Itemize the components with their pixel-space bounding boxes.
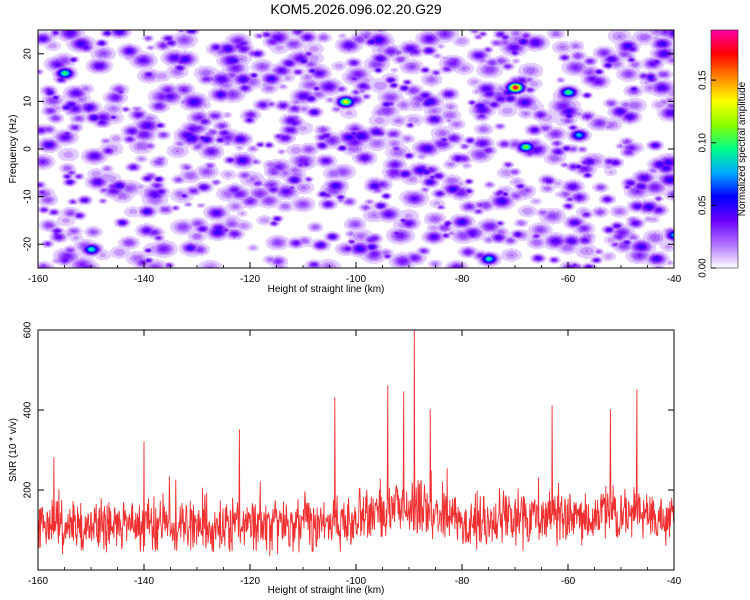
colorbar-tick-label: 0.05 <box>698 195 709 215</box>
y-tick-label: 400 <box>23 401 34 418</box>
heatmap-hotspot-5 <box>89 247 93 251</box>
heatmap-hotspot-0 <box>513 85 517 89</box>
snr-x-ticks: -160 -140 -120 -100 -80 -60 -40 <box>28 330 682 587</box>
colorbar-tick-label: 0.15 <box>698 70 709 90</box>
y-tick-label: 600 <box>23 321 34 338</box>
snr-peak-3 <box>403 391 405 393</box>
x-tick-label: -40 <box>667 274 682 285</box>
colorbar-tick-label: 0.10 <box>698 133 709 153</box>
colorbar-label: Normalized spectral amplitude <box>737 81 748 216</box>
figure-title: KOM5.2026.096.02.20.G29 <box>270 1 441 17</box>
heatmap-image <box>38 30 674 268</box>
colorbar-gradient <box>710 29 739 269</box>
x-tick-label: -140 <box>134 274 154 285</box>
snr-y-ticks: 200 400 600 <box>23 321 674 498</box>
heatmap-hotspot-1 <box>343 99 347 103</box>
snr-x-axis-label: Height of straight line (km) <box>268 585 385 596</box>
snr-peak-6 <box>551 405 553 407</box>
heatmap-hotspot-7 <box>577 133 581 137</box>
snr-peak-1 <box>387 385 389 387</box>
y-tick-label: -10 <box>23 189 34 204</box>
x-tick-label: -160 <box>28 576 48 587</box>
snr-peak-9 <box>143 441 145 443</box>
heatmap-hotspot-2 <box>524 145 528 149</box>
x-tick-label: -140 <box>134 576 154 587</box>
colorbar-tick-label: 0.00 <box>698 258 709 278</box>
snr-peak-10 <box>53 457 55 459</box>
heatmap-x-axis-label: Height of straight line (km) <box>268 284 385 295</box>
snr-peak-5 <box>636 389 638 391</box>
y-tick-label: 10 <box>23 95 34 107</box>
heatmap-y-ticks: -20 -10 0 10 20 <box>23 48 674 252</box>
x-tick-label: -60 <box>561 274 576 285</box>
snr-peak-8 <box>238 429 240 431</box>
heatmap-hotspot-4 <box>566 90 570 94</box>
colorbar: 0.00 0.05 0.10 0.15 Normalized spectral amp… <box>698 29 748 278</box>
snr-peak-7 <box>609 409 612 411</box>
snr-y-axis-label: SNR (10 * v/v) <box>8 418 19 482</box>
heatmap-x-ticks: -160 -140 -120 -100 -80 -60 -40 <box>28 30 682 285</box>
x-tick-label: -160 <box>28 274 48 285</box>
y-tick-label: 0 <box>23 146 34 152</box>
y-tick-label: 20 <box>23 48 34 60</box>
x-tick-label: -100 <box>346 274 366 285</box>
snr-peak-2 <box>334 397 336 399</box>
x-tick-label: -100 <box>346 576 366 587</box>
y-tick-label: 200 <box>23 481 34 498</box>
snr-frame <box>37 329 675 571</box>
snr-peak-4 <box>429 409 431 411</box>
x-tick-label: -120 <box>240 274 260 285</box>
heatmap-hotspot-3 <box>62 71 67 75</box>
heatmap-hotspot-6 <box>486 256 491 261</box>
x-tick-label: -60 <box>561 576 576 587</box>
snr-panel: -160 -140 -120 -100 -80 -60 -40 200 400 600 Heig… <box>8 321 682 596</box>
x-tick-label: -80 <box>455 274 470 285</box>
x-tick-label: -120 <box>240 576 260 587</box>
heatmap-y-axis-label: Frequency (Hz) <box>8 115 19 184</box>
y-tick-label: -20 <box>23 237 34 252</box>
x-tick-label: -40 <box>667 576 682 587</box>
x-tick-label: -80 <box>455 576 470 587</box>
snr-series-line <box>38 330 674 557</box>
colorbar-ticks: 0.00 0.05 0.10 0.15 <box>698 70 716 278</box>
